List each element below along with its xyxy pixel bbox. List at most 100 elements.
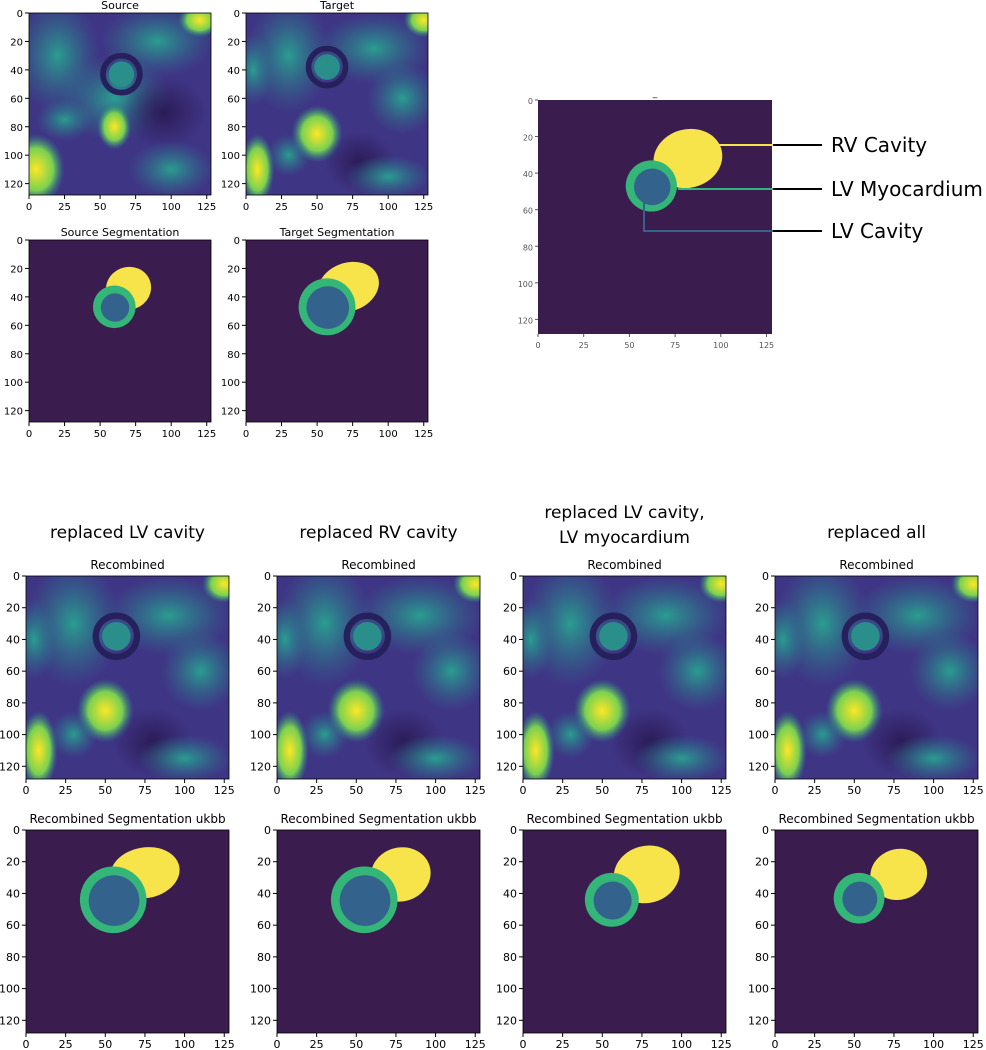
mri-image [26, 576, 229, 779]
mri-image [775, 576, 978, 779]
x-tick-label: 50 [595, 784, 609, 797]
y-tick-label: 120 [748, 760, 769, 773]
x-tick-label: 0 [772, 1038, 779, 1050]
y-tick-label: 80 [227, 123, 240, 134]
x-tick-label: 100 [713, 341, 728, 350]
lv-wall [92, 612, 141, 661]
y-tick-label: 100 [221, 151, 240, 162]
y-tick-label: 0 [264, 570, 271, 583]
x-tick-label: 25 [58, 202, 71, 213]
y-tick-label: 80 [6, 697, 20, 710]
x-tick-label: 0 [243, 202, 249, 213]
x-tick-label: 0 [23, 784, 30, 797]
tissue-region [29, 133, 65, 195]
y-tick-label: 0 [13, 824, 20, 837]
axes-frame [25, 575, 230, 780]
panel-title: Recombined [839, 558, 913, 572]
axes-frame [774, 829, 979, 1034]
lv-blood-pool [102, 621, 131, 651]
y-tick-label: 0 [762, 824, 769, 837]
x-tick-label: 100 [174, 1038, 195, 1050]
x-tick-label: 25 [59, 1038, 73, 1050]
x-tick-label: 100 [425, 784, 446, 797]
y-tick-label: 20 [227, 264, 240, 275]
x-tick-label: 0 [772, 784, 779, 797]
tissue-region [523, 710, 555, 779]
lv-wall [305, 45, 349, 89]
y-tick-label: 0 [510, 824, 517, 837]
axes-frame [522, 829, 727, 1034]
y-tick-label: 120 [250, 1014, 271, 1027]
y-tick-label: 60 [6, 919, 20, 932]
x-tick-label: 25 [59, 784, 73, 797]
y-tick-label: 40 [503, 633, 517, 646]
legend-label: RV Cavity [831, 133, 927, 157]
label-legend-panel: _ 0 20 40 60 80 100 120 0 25 50 75 100 125 RV Cavity LV… [518, 89, 983, 350]
tissue-region [246, 133, 275, 195]
x-tick-label: 25 [579, 341, 589, 350]
axes-frame [276, 829, 481, 1034]
axes-frame [276, 575, 481, 780]
x-tick-label: 125 [414, 429, 433, 440]
axes-frame [28, 12, 212, 196]
y-tick-label: 120 [0, 1014, 20, 1027]
x-tick-label: 125 [214, 1038, 235, 1050]
y-tick-label: 20 [10, 37, 23, 48]
x-tick-label: 125 [963, 1038, 984, 1050]
x-tick-label: 75 [887, 1038, 901, 1050]
x-tick-label: 125 [759, 341, 774, 350]
tissue-region [411, 631, 480, 711]
legend-label: LV Myocardium [831, 177, 983, 201]
x-tick-label: 125 [414, 202, 433, 213]
y-tick-label: 60 [257, 919, 271, 932]
rv-cavity-region [870, 848, 928, 901]
y-tick-label: 120 [4, 180, 23, 191]
x-tick-label: 50 [94, 429, 107, 440]
y-tick-label: 0 [510, 570, 517, 583]
tissue-region [202, 576, 229, 603]
tissue-region [26, 599, 57, 680]
y-tick-label: 40 [503, 887, 517, 900]
lv-cavity-region [100, 293, 130, 322]
y-tick-label: 0 [264, 824, 271, 837]
tissue-region [277, 599, 308, 680]
y-tick-label: 20 [755, 602, 769, 615]
column-heading: replaced RV cavity [299, 523, 457, 543]
x-tick-label: 100 [923, 1038, 944, 1050]
source-seg-panel: Source Segmentation 0 25 50 75 100 125 0 20 40 60 8… [4, 226, 216, 440]
lv-wall [841, 612, 890, 661]
y-tick-label: 40 [755, 887, 769, 900]
x-tick-label: 75 [129, 202, 142, 213]
tissue-region [951, 576, 978, 603]
tissue-region [128, 140, 211, 195]
tissue-region [26, 710, 58, 779]
x-tick-label: 75 [129, 429, 142, 440]
panel-title: Recombined [587, 558, 661, 572]
x-tick-label: 100 [923, 784, 944, 797]
x-tick-label: 50 [311, 429, 324, 440]
x-tick-label: 75 [138, 1038, 152, 1050]
tissue-region [909, 631, 978, 711]
y-tick-label: 40 [523, 170, 533, 179]
y-tick-label: 60 [10, 321, 23, 332]
x-tick-label: 0 [535, 341, 540, 350]
mri-image [523, 576, 726, 779]
y-tick-label: 40 [6, 633, 20, 646]
mri-image [29, 13, 211, 195]
target-seg-panel: Target Segmentation 0 25 50 75 100 125 0 20 40 60 8… [221, 226, 433, 440]
axes-frame [774, 575, 979, 780]
y-tick-label: 60 [755, 919, 769, 932]
x-tick-label: 100 [379, 202, 398, 213]
y-tick-label: 120 [250, 760, 271, 773]
y-tick-label: 80 [503, 951, 517, 964]
y-tick-label: 0 [17, 9, 23, 20]
lv-blood-pool [353, 621, 382, 651]
lv-cavity-region [88, 875, 140, 926]
y-tick-label: 40 [257, 887, 271, 900]
axes-frame [522, 575, 727, 780]
x-tick-label: 0 [274, 1038, 281, 1050]
x-tick-label: 25 [808, 784, 822, 797]
y-tick-label: 80 [10, 123, 23, 134]
